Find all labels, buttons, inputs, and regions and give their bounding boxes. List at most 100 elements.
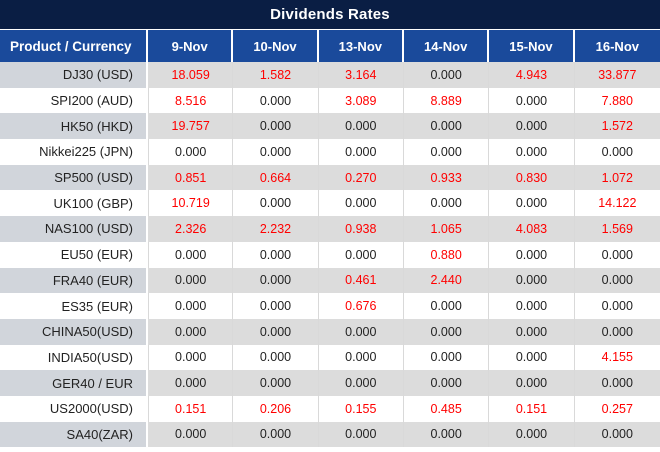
value-cell: 0.000 [233, 267, 319, 294]
value-cell: 0.000 [318, 318, 404, 345]
value-cell: 10.719 [148, 190, 234, 217]
value-cell: 0.000 [148, 370, 234, 396]
value-cell: 0.000 [148, 318, 234, 345]
value-cell: 0.000 [489, 318, 575, 345]
value-cell: 0.000 [489, 113, 575, 140]
value-cell: 0.151 [148, 395, 234, 422]
value-cell: 0.000 [403, 190, 490, 217]
value-cell: 14.122 [574, 190, 660, 217]
value-cell: 0.000 [148, 139, 234, 165]
product-cell: CHINA50(USD) [0, 318, 148, 345]
value-cell: 0.664 [233, 164, 319, 191]
product-cell: NAS100 (USD) [0, 216, 148, 242]
value-cell: 0.000 [403, 344, 490, 371]
value-cell: 0.000 [403, 139, 490, 165]
value-cell: 0.000 [233, 241, 319, 268]
value-cell: 0.000 [403, 62, 490, 88]
value-cell: 0.000 [403, 370, 490, 396]
value-cell: 0.000 [489, 190, 575, 217]
value-cell: 1.582 [233, 62, 319, 88]
value-cell: 0.000 [148, 267, 234, 294]
value-cell: 0.000 [233, 190, 319, 217]
value-cell: 0.000 [318, 344, 404, 371]
table-row: UK100 (GBP) 10.719 0.000 0.000 0.000 0.000 14.… [0, 190, 660, 217]
value-cell: 1.072 [574, 164, 660, 191]
value-cell: 0.000 [233, 421, 319, 448]
dividends-table: Product / Currency 9-Nov 10-Nov 13-Nov 14-No… [0, 30, 660, 448]
value-cell: 0.851 [148, 164, 234, 191]
table-row: SA40(ZAR) 0.000 0.000 0.000 0.000 0.000 0.000 [0, 421, 660, 448]
table-row: FRA40 (EUR) 0.000 0.000 0.461 2.440 0.000 0.00… [0, 267, 660, 294]
table-row: EU50 (EUR) 0.000 0.000 0.000 0.880 0.000 0.000 [0, 241, 660, 268]
product-cell: SPI200 (AUD) [0, 87, 148, 114]
value-cell: 0.000 [489, 241, 575, 268]
product-cell: US2000(USD) [0, 395, 148, 422]
value-cell: 0.151 [489, 395, 575, 422]
table-row: ES35 (EUR) 0.000 0.000 0.676 0.000 0.000 0.000 [0, 293, 660, 319]
product-cell: HK50 (HKD) [0, 113, 148, 140]
product-cell: SA40(ZAR) [0, 421, 148, 448]
value-cell: 0.461 [318, 267, 404, 294]
value-cell: 0.000 [318, 139, 404, 165]
column-header-date: 15-Nov [489, 30, 575, 62]
table-row: SPI200 (AUD) 8.516 0.000 3.089 8.889 0.000 7.8… [0, 87, 660, 114]
value-cell: 0.830 [489, 164, 575, 191]
value-cell: 0.000 [574, 318, 660, 345]
column-header-date: 14-Nov [403, 30, 490, 62]
table-row: INDIA50(USD) 0.000 0.000 0.000 0.000 0.000 4.1… [0, 344, 660, 371]
value-cell: 0.206 [233, 395, 319, 422]
value-cell: 0.000 [148, 344, 234, 371]
value-cell: 0.000 [574, 267, 660, 294]
value-cell: 0.000 [403, 318, 490, 345]
table-row: CHINA50(USD) 0.000 0.000 0.000 0.000 0.000 0.0… [0, 318, 660, 345]
value-cell: 7.880 [574, 87, 660, 114]
value-cell: 0.000 [233, 87, 319, 114]
table-row: DJ30 (USD) 18.059 1.582 3.164 0.000 4.943 33.8… [0, 62, 660, 88]
value-cell: 0.000 [318, 113, 404, 140]
value-cell: 3.164 [318, 62, 404, 88]
value-cell: 0.000 [318, 241, 404, 268]
column-header-date: 13-Nov [318, 30, 404, 62]
value-cell: 2.326 [148, 216, 234, 242]
value-cell: 0.000 [233, 318, 319, 345]
product-cell: ES35 (EUR) [0, 293, 148, 319]
value-cell: 0.000 [233, 113, 319, 140]
table-row: Nikkei225 (JPN) 0.000 0.000 0.000 0.000 0.000… [0, 139, 660, 165]
value-cell: 0.000 [233, 344, 319, 371]
value-cell: 3.089 [318, 87, 404, 114]
value-cell: 18.059 [148, 62, 234, 88]
value-cell: 0.000 [489, 421, 575, 448]
value-cell: 0.000 [489, 267, 575, 294]
column-header-product: Product / Currency [0, 30, 148, 62]
value-cell: 0.000 [403, 421, 490, 448]
value-cell: 0.000 [574, 139, 660, 165]
table-row: HK50 (HKD) 19.757 0.000 0.000 0.000 0.000 1.57… [0, 113, 660, 140]
value-cell: 8.516 [148, 87, 234, 114]
value-cell: 4.943 [489, 62, 575, 88]
value-cell: 0.270 [318, 164, 404, 191]
header-row: Product / Currency 9-Nov 10-Nov 13-Nov 14-No… [0, 30, 660, 62]
value-cell: 0.000 [148, 293, 234, 319]
column-header-date: 9-Nov [148, 30, 234, 62]
value-cell: 0.000 [489, 293, 575, 319]
product-cell: EU50 (EUR) [0, 241, 148, 268]
value-cell: 0.000 [318, 370, 404, 396]
product-cell: Nikkei225 (JPN) [0, 139, 148, 165]
value-cell: 0.000 [489, 87, 575, 114]
table-row: NAS100 (USD) 2.326 2.232 0.938 1.065 4.083 1.5… [0, 216, 660, 242]
table-row: GER40 / EUR 0.000 0.000 0.000 0.000 0.000 0.00… [0, 370, 660, 396]
value-cell: 0.000 [403, 293, 490, 319]
value-cell: 0.880 [403, 241, 490, 268]
value-cell: 0.000 [403, 113, 490, 140]
value-cell: 0.676 [318, 293, 404, 319]
value-cell: 0.257 [574, 395, 660, 422]
value-cell: 0.000 [574, 421, 660, 448]
value-cell: 19.757 [148, 113, 234, 140]
value-cell: 0.000 [489, 139, 575, 165]
value-cell: 1.572 [574, 113, 660, 140]
table-row: US2000(USD) 0.151 0.206 0.155 0.485 0.151 0.25… [0, 395, 660, 422]
table-row: SP500 (USD) 0.851 0.664 0.270 0.933 0.830 1.07… [0, 164, 660, 191]
value-cell: 0.000 [574, 370, 660, 396]
value-cell: 0.000 [233, 370, 319, 396]
value-cell: 0.485 [403, 395, 490, 422]
